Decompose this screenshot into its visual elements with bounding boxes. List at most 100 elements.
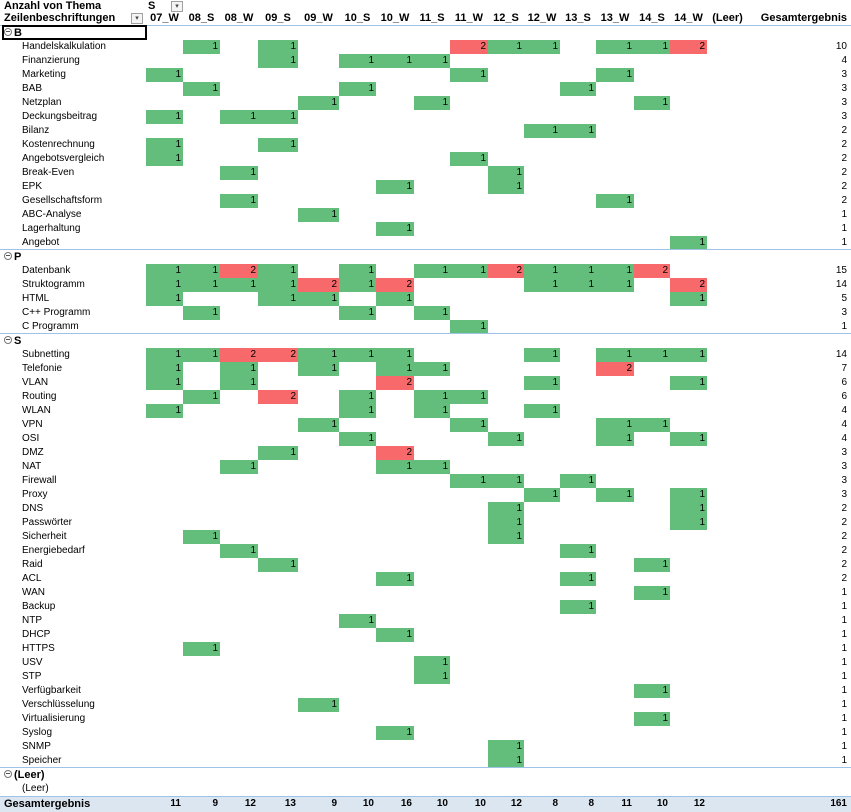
group-header-0[interactable]: B <box>4 26 144 40</box>
row-label[interactable]: NAT <box>22 461 42 472</box>
column-header[interactable]: 12_W <box>527 12 557 24</box>
value-cell[interactable]: 1 <box>596 194 634 208</box>
value-cell[interactable]: 1 <box>376 180 414 194</box>
value-cell[interactable]: 1 <box>339 278 376 292</box>
row-label[interactable]: Verfügbarkeit <box>22 685 81 696</box>
value-cell[interactable]: 1 <box>376 348 414 362</box>
value-cell[interactable]: 1 <box>450 320 488 334</box>
value-cell[interactable]: 1 <box>670 502 707 516</box>
value-cell[interactable]: 2 <box>488 264 524 278</box>
grand-total-cell[interactable]: 16 <box>400 798 412 809</box>
row-label[interactable]: Raid <box>22 559 43 570</box>
row-total[interactable]: 1 <box>841 643 847 654</box>
row-total[interactable]: 3 <box>841 489 847 500</box>
row-label[interactable]: Netzplan <box>22 97 62 108</box>
value-cell[interactable]: 1 <box>524 264 560 278</box>
value-cell[interactable]: 1 <box>488 740 524 754</box>
value-cell[interactable]: 1 <box>220 362 258 376</box>
value-cell[interactable]: 1 <box>596 278 634 292</box>
row-label[interactable]: Passwörter <box>22 517 73 528</box>
row-label[interactable]: Routing <box>22 391 57 402</box>
row-label[interactable]: Deckungsbeitrag <box>22 111 98 122</box>
column-header[interactable]: 13_W <box>600 12 630 24</box>
row-label[interactable]: WAN <box>22 587 45 598</box>
row-label[interactable]: Proxy <box>22 489 48 500</box>
value-cell[interactable]: 1 <box>596 40 634 54</box>
value-cell[interactable]: 1 <box>450 68 488 82</box>
row-label[interactable]: USV <box>22 657 43 668</box>
row-total[interactable] <box>748 782 849 796</box>
value-cell[interactable]: 2 <box>220 264 258 278</box>
value-cell[interactable]: 1 <box>634 684 670 698</box>
row-total[interactable]: 2 <box>841 139 847 150</box>
column-header[interactable]: 08_W <box>224 12 254 24</box>
row-total[interactable]: 2 <box>841 531 847 542</box>
value-cell[interactable]: 1 <box>524 376 560 390</box>
value-cell[interactable]: 1 <box>376 628 414 642</box>
value-cell[interactable]: 1 <box>524 124 560 138</box>
value-cell[interactable]: 1 <box>560 124 596 138</box>
value-cell[interactable]: 2 <box>220 348 258 362</box>
value-cell[interactable]: 1 <box>488 502 524 516</box>
value-cell[interactable]: 1 <box>339 390 376 404</box>
value-cell[interactable]: 1 <box>298 96 339 110</box>
value-cell[interactable]: 1 <box>560 82 596 96</box>
value-cell[interactable]: 1 <box>339 54 376 68</box>
row-label[interactable]: Lagerhaltung <box>22 223 81 234</box>
value-cell[interactable]: 1 <box>670 292 707 306</box>
value-cell[interactable]: 1 <box>560 278 596 292</box>
grand-total-cell[interactable]: 12 <box>510 798 522 809</box>
value-cell[interactable]: 1 <box>634 586 670 600</box>
value-cell[interactable]: 1 <box>670 376 707 390</box>
value-cell[interactable]: 1 <box>258 40 298 54</box>
row-total[interactable]: 1 <box>841 685 847 696</box>
collapse-icon[interactable] <box>4 28 12 36</box>
row-total[interactable]: 3 <box>841 447 847 458</box>
value-cell[interactable]: 1 <box>488 180 524 194</box>
value-cell[interactable]: 1 <box>450 152 488 166</box>
row-label[interactable]: HTML <box>22 293 50 304</box>
row-label[interactable]: EPK <box>22 181 43 192</box>
value-cell[interactable]: 1 <box>146 278 183 292</box>
column-header[interactable]: 11_S <box>419 12 445 24</box>
row-label[interactable]: BAB <box>22 83 43 94</box>
column-header[interactable]: 10_S <box>344 12 371 24</box>
column-header[interactable]: 14_S <box>639 12 665 24</box>
column-header[interactable]: 09_W <box>304 12 333 24</box>
row-label[interactable]: Sicherheit <box>22 531 67 542</box>
value-cell[interactable]: 1 <box>220 110 258 124</box>
row-label[interactable]: Subnetting <box>22 349 70 360</box>
value-cell[interactable]: 1 <box>339 614 376 628</box>
column-header[interactable]: 14_W <box>674 12 703 24</box>
value-cell[interactable]: 1 <box>183 82 220 96</box>
row-label[interactable]: Syslog <box>22 727 53 738</box>
row-label[interactable]: Virtualisierung <box>22 713 86 724</box>
value-cell[interactable]: 2 <box>298 278 339 292</box>
value-cell[interactable]: 1 <box>414 670 450 684</box>
row-label[interactable]: Firewall <box>22 475 57 486</box>
value-cell[interactable]: 1 <box>488 754 524 768</box>
row-total[interactable]: 2 <box>841 125 847 136</box>
value-cell[interactable]: 1 <box>220 278 258 292</box>
row-total[interactable]: 1 <box>841 727 847 738</box>
value-cell[interactable]: 1 <box>450 418 488 432</box>
row-total[interactable]: 1 <box>841 755 847 766</box>
value-cell[interactable]: 1 <box>524 404 560 418</box>
value-cell[interactable]: 1 <box>376 222 414 236</box>
row-total[interactable]: 2 <box>841 517 847 528</box>
row-total[interactable]: 1 <box>841 671 847 682</box>
value-cell[interactable]: 1 <box>146 264 183 278</box>
row-total[interactable]: 1 <box>841 615 847 626</box>
value-cell[interactable]: 1 <box>183 530 220 544</box>
value-cell[interactable]: 1 <box>146 362 183 376</box>
value-cell[interactable]: 1 <box>183 348 220 362</box>
value-cell[interactable]: 1 <box>183 264 220 278</box>
grand-total-cell[interactable]: 9 <box>212 798 218 809</box>
row-label[interactable]: STP <box>22 671 42 682</box>
row-label[interactable]: Datenbank <box>22 265 71 276</box>
value-cell[interactable]: 1 <box>220 544 258 558</box>
column-filter-button[interactable]: ▾ <box>171 1 183 12</box>
row-label[interactable]: C++ Programm <box>22 307 91 318</box>
value-cell[interactable]: 1 <box>414 404 450 418</box>
value-cell[interactable]: 1 <box>414 306 450 320</box>
